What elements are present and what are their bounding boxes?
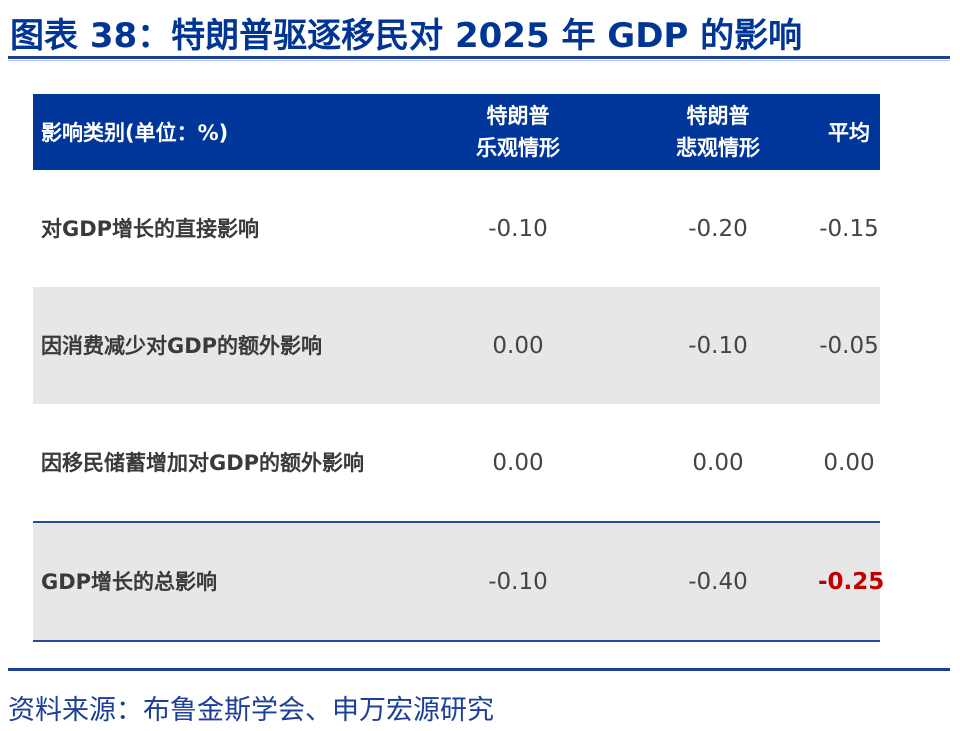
header-optimistic-line2: 乐观情形 bbox=[476, 136, 560, 160]
header-category: 影响类别(单位：%) bbox=[41, 121, 229, 145]
table-row: 因移民储蓄增加对GDP的额外影响 0.00 0.00 0.00 bbox=[33, 404, 880, 521]
cell-average: -0.05 bbox=[819, 332, 879, 359]
row-label: GDP增长的总影响 bbox=[41, 569, 218, 594]
cell-pessimistic: -0.20 bbox=[688, 215, 748, 242]
header-pessimistic-line2: 悲观情形 bbox=[676, 136, 760, 160]
table-row: 对GDP增长的直接影响 -0.10 -0.20 -0.15 bbox=[33, 170, 880, 287]
cell-optimistic: 0.00 bbox=[492, 332, 544, 359]
header-pessimistic-line1: 特朗普 bbox=[686, 104, 750, 128]
cell-optimistic: -0.10 bbox=[488, 215, 548, 242]
cell-average-highlight: -0.25 bbox=[818, 568, 885, 595]
source-note: 资料来源：布鲁金斯学会、申万宏源研究 bbox=[8, 695, 494, 726]
cell-pessimistic: 0.00 bbox=[692, 449, 744, 476]
cell-average: -0.15 bbox=[819, 215, 879, 242]
table-row-total: GDP增长的总影响 -0.10 -0.40 -0.25 bbox=[33, 523, 885, 640]
table-header: 影响类别(单位：%) 特朗普 乐观情形 特朗普 悲观情形 平均 bbox=[33, 94, 880, 170]
header-pessimistic: 特朗普 悲观情形 bbox=[618, 100, 818, 164]
impact-table: 影响类别(单位：%) 特朗普 乐观情形 特朗普 悲观情形 平均 对GDP增长的直… bbox=[33, 94, 885, 642]
source-divider bbox=[8, 668, 950, 671]
cell-optimistic: -0.10 bbox=[488, 568, 548, 595]
total-divider-top bbox=[33, 521, 880, 523]
cell-optimistic: 0.00 bbox=[492, 449, 544, 476]
row-label: 因消费减少对GDP的额外影响 bbox=[41, 333, 323, 358]
total-divider-bottom bbox=[33, 640, 880, 642]
header-optimistic-line1: 特朗普 bbox=[486, 104, 550, 128]
row-label: 因移民储蓄增加对GDP的额外影响 bbox=[41, 450, 365, 475]
cell-pessimistic: -0.10 bbox=[688, 332, 748, 359]
title-divider-light bbox=[8, 60, 950, 61]
cell-average: 0.00 bbox=[823, 449, 875, 476]
cell-pessimistic: -0.40 bbox=[688, 568, 748, 595]
header-optimistic: 特朗普 乐观情形 bbox=[418, 100, 618, 164]
table-row: 因消费减少对GDP的额外影响 0.00 -0.10 -0.05 bbox=[33, 287, 880, 404]
header-average: 平均 bbox=[828, 121, 870, 145]
row-label: 对GDP增长的直接影响 bbox=[41, 216, 260, 241]
title-divider bbox=[8, 56, 950, 59]
figure-title: 图表 38：特朗普驱逐移民对 2025 年 GDP 的影响 bbox=[10, 16, 803, 56]
